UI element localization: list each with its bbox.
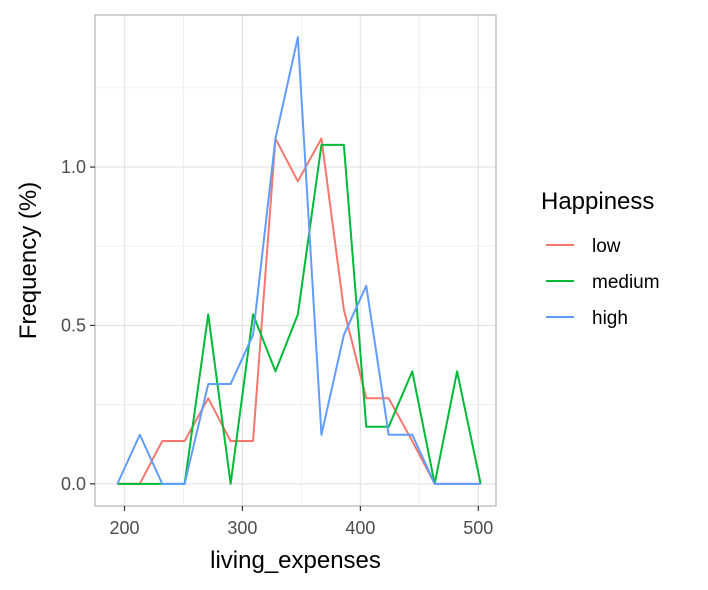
y-tick-label: 0.0 [61, 474, 86, 494]
x-axis-title: living_expenses [210, 547, 381, 574]
series-lines [116, 36, 482, 485]
x-axis: 200 300 400 500 [109, 506, 493, 538]
series-line-low [117, 137, 481, 485]
panel-border [94, 14, 497, 507]
x-tick-label: 500 [463, 518, 493, 538]
x-tick-label: 400 [345, 518, 375, 538]
legend-title: Happiness [541, 188, 654, 215]
legend-label-high: high [592, 308, 628, 329]
y-axis: 0.0 0.5 1.0 [61, 157, 95, 494]
y-axis-title: Frequency (%) [15, 182, 42, 339]
x-tick-label: 300 [227, 518, 257, 538]
y-tick-label: 0.5 [61, 315, 86, 335]
legend-label-low: low [592, 236, 621, 257]
series-line-high [116, 36, 481, 485]
x-tick-label: 200 [109, 518, 139, 538]
legend-items: low medium high [546, 236, 660, 329]
y-tick-label: 1.0 [61, 157, 86, 177]
legend: Happiness low medium high [541, 188, 660, 329]
legend-label-medium: medium [592, 272, 660, 293]
